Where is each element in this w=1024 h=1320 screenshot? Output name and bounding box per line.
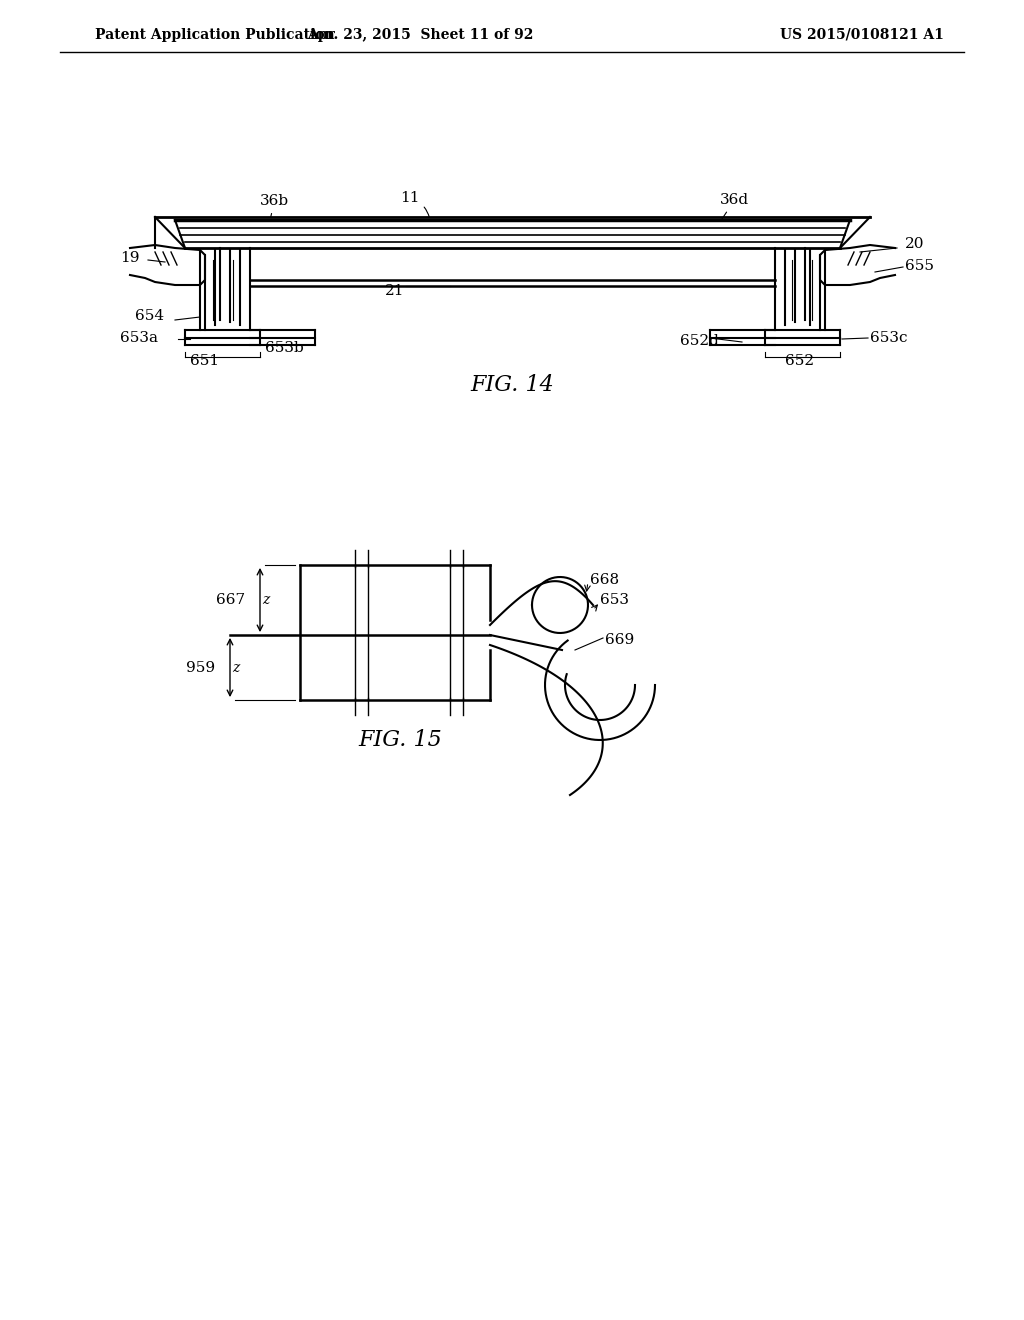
Text: 667: 667 <box>216 593 245 607</box>
Text: 21: 21 <box>385 284 404 298</box>
Text: z: z <box>232 661 240 675</box>
Text: 652d: 652d <box>680 334 719 348</box>
Text: 20: 20 <box>905 238 925 251</box>
Text: US 2015/0108121 A1: US 2015/0108121 A1 <box>780 28 944 42</box>
Text: z: z <box>262 593 269 607</box>
Text: 653a: 653a <box>120 331 158 345</box>
Text: 36d: 36d <box>720 193 750 219</box>
Text: 655: 655 <box>905 259 934 273</box>
Text: 653c: 653c <box>870 331 907 345</box>
Text: 651: 651 <box>190 354 219 368</box>
Text: 653b: 653b <box>265 341 304 355</box>
Text: 19: 19 <box>120 251 139 265</box>
Text: 36b: 36b <box>260 194 289 218</box>
Text: 959: 959 <box>186 661 215 675</box>
Text: Apr. 23, 2015  Sheet 11 of 92: Apr. 23, 2015 Sheet 11 of 92 <box>307 28 534 42</box>
Text: 668: 668 <box>590 573 620 587</box>
Text: Patent Application Publication: Patent Application Publication <box>95 28 335 42</box>
Text: 669: 669 <box>605 634 634 647</box>
Text: 652: 652 <box>785 354 814 368</box>
Text: FIG. 15: FIG. 15 <box>358 729 442 751</box>
Text: 654: 654 <box>135 309 164 323</box>
Text: 653: 653 <box>600 593 629 607</box>
Text: FIG. 14: FIG. 14 <box>470 374 554 396</box>
Text: 11: 11 <box>400 191 429 218</box>
